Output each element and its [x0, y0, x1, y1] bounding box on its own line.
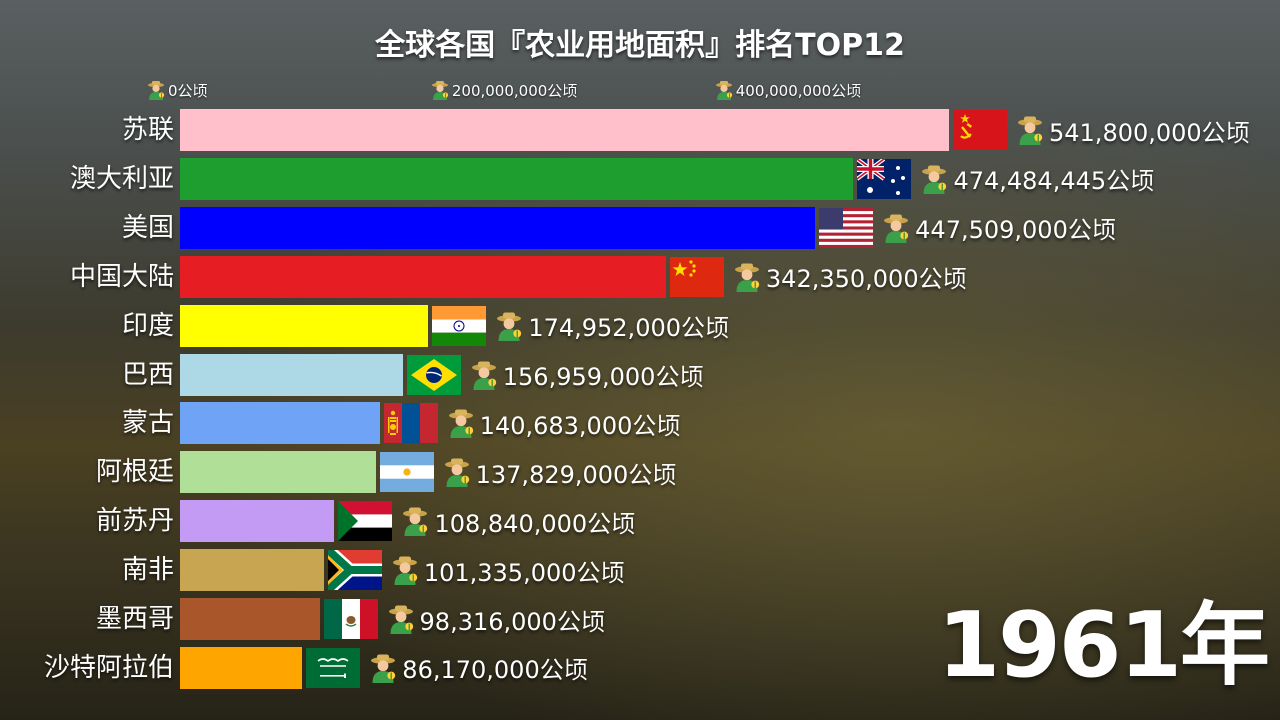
- sudan-flag-icon: [338, 501, 393, 542]
- value-text: 541,800,000公顷: [1049, 118, 1250, 147]
- category-label: 阿根廷: [95, 457, 174, 488]
- bar: [180, 206, 816, 249]
- value-label: 156,959,000公顷: [469, 354, 704, 396]
- value-label: 541,800,000公顷: [1015, 109, 1250, 151]
- south-africa-flag-icon: [327, 550, 382, 591]
- bar: [180, 157, 854, 200]
- farmer-emoji-icon: [386, 604, 416, 634]
- x-tick-label: 0公顷: [168, 81, 208, 100]
- farmer-emoji-icon: [714, 80, 734, 100]
- bar: [180, 353, 403, 396]
- category-label: 沙特阿拉伯: [43, 652, 174, 683]
- value-text: 174,952,000公顷: [528, 314, 729, 343]
- farmer-emoji-icon: [146, 80, 166, 100]
- category-label: 苏联: [121, 115, 174, 145]
- value-label: 140,683,000公顷: [446, 402, 681, 444]
- farmer-emoji-icon: [881, 213, 911, 243]
- farmer-emoji-icon: [430, 80, 450, 100]
- value-label: 86,170,000公顷: [368, 647, 588, 689]
- farmer-emoji-icon: [442, 457, 472, 488]
- value-text: 342,350,000公顷: [765, 265, 967, 294]
- farmer-emoji-icon: [446, 408, 476, 439]
- mexico-flag-icon: [323, 599, 378, 639]
- bar: [180, 451, 376, 494]
- soviet-union-flag-icon: [953, 110, 1007, 150]
- farmer-emoji-icon: [400, 506, 430, 537]
- year-label: 1961年: [937, 593, 1270, 698]
- category-label: 蒙古: [121, 408, 174, 439]
- brazil-flag-icon: [406, 354, 461, 395]
- bar: [180, 304, 429, 347]
- usa-flag-icon: [819, 207, 874, 248]
- value-label: 98,316,000公顷: [386, 598, 605, 640]
- category-label: 印度: [121, 310, 174, 341]
- value-text: 86,170,000公顷: [402, 656, 588, 685]
- value-label: 474,484,445公顷: [919, 158, 1154, 200]
- value-text: 140,683,000公顷: [479, 411, 681, 440]
- category-label: 美国: [121, 212, 174, 243]
- value-label: 137,829,000公顷: [442, 451, 677, 493]
- value-text: 447,509,000公顷: [915, 216, 1116, 245]
- value-label: 447,509,000公顷: [881, 207, 1116, 249]
- chart-title: 全球各国『农业用地面积』排名TOP12: [375, 28, 905, 63]
- category-label: 南非: [121, 555, 174, 586]
- value-text: 98,316,000公顷: [419, 607, 605, 636]
- value-text: 137,829,000公顷: [475, 460, 677, 489]
- category-label: 中国大陆: [69, 261, 174, 292]
- farmer-emoji-icon: [919, 164, 949, 194]
- category-label: 墨西哥: [95, 604, 174, 634]
- mongolia-flag-icon: [383, 403, 438, 444]
- value-label: 101,335,000公顷: [390, 549, 625, 591]
- bar: [180, 598, 320, 640]
- value-text: 101,335,000公顷: [423, 558, 625, 587]
- category-label: 前苏丹: [95, 506, 174, 537]
- australia-flag-icon: [857, 158, 912, 199]
- bar: [180, 402, 380, 445]
- farmer-emoji-icon: [368, 653, 398, 683]
- value-label: 108,840,000公顷: [400, 500, 635, 542]
- bar: [180, 646, 303, 689]
- bar: [180, 500, 335, 543]
- farmer-emoji-icon: [732, 262, 762, 292]
- category-label: 澳大利亚: [69, 163, 174, 194]
- farmer-emoji-icon: [494, 311, 524, 341]
- bar: [180, 109, 949, 151]
- argentina-flag-icon: [379, 452, 434, 493]
- x-tick-label: 200,000,000公顷: [451, 81, 578, 100]
- x-tick-label: 400,000,000公顷: [735, 81, 862, 100]
- bar: [180, 549, 324, 592]
- china-flag-icon: [669, 256, 724, 297]
- india-flag-icon: [432, 305, 487, 346]
- x-tick-1: 200,000,000公顷: [430, 80, 577, 100]
- farmer-emoji-icon: [1015, 115, 1045, 145]
- x-tick-0: 0公顷: [146, 80, 208, 100]
- farmer-emoji-icon: [390, 555, 420, 586]
- bar: [180, 255, 666, 298]
- category-label: 巴西: [121, 359, 174, 390]
- value-text: 474,484,445公顷: [953, 167, 1155, 196]
- farmer-emoji-icon: [469, 360, 499, 390]
- value-text: 156,959,000公顷: [502, 363, 704, 391]
- saudi-arabia-flag-icon: [306, 647, 361, 688]
- value-label: 342,350,000公顷: [732, 256, 967, 298]
- x-tick-2: 400,000,000公顷: [714, 80, 861, 100]
- value-label: 174,952,000公顷: [494, 305, 729, 347]
- value-text: 108,840,000公顷: [434, 509, 636, 538]
